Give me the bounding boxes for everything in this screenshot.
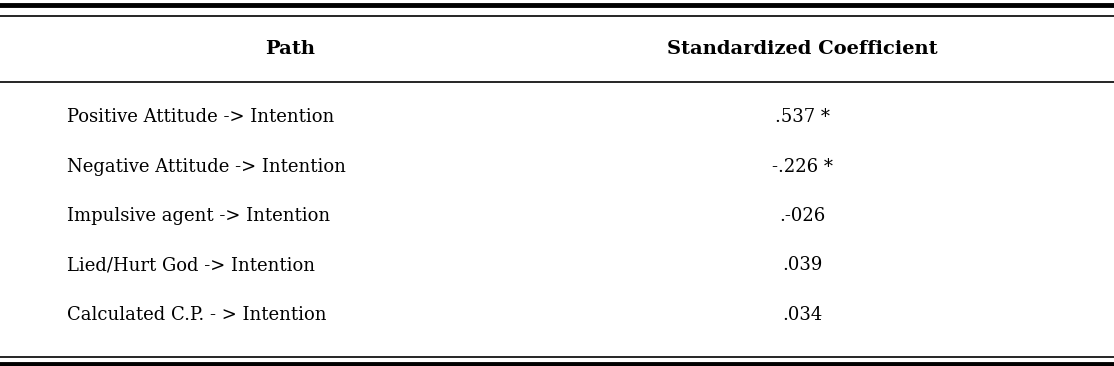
Text: Lied/Hurt God -> Intention: Lied/Hurt God -> Intention [67, 256, 315, 274]
Text: Positive Attitude -> Intention: Positive Attitude -> Intention [67, 108, 334, 126]
Text: Path: Path [265, 40, 314, 59]
Text: Calculated C.P. - > Intention: Calculated C.P. - > Intention [67, 306, 326, 324]
Text: .-026: .-026 [779, 207, 825, 225]
Text: .537 *: .537 * [774, 108, 830, 126]
Text: Standardized Coefficient: Standardized Coefficient [667, 40, 937, 59]
Text: Negative Attitude -> Intention: Negative Attitude -> Intention [67, 157, 345, 176]
Text: -.226 *: -.226 * [772, 157, 832, 176]
Text: Impulsive agent -> Intention: Impulsive agent -> Intention [67, 207, 330, 225]
Text: .034: .034 [782, 306, 822, 324]
Text: .039: .039 [782, 256, 822, 274]
